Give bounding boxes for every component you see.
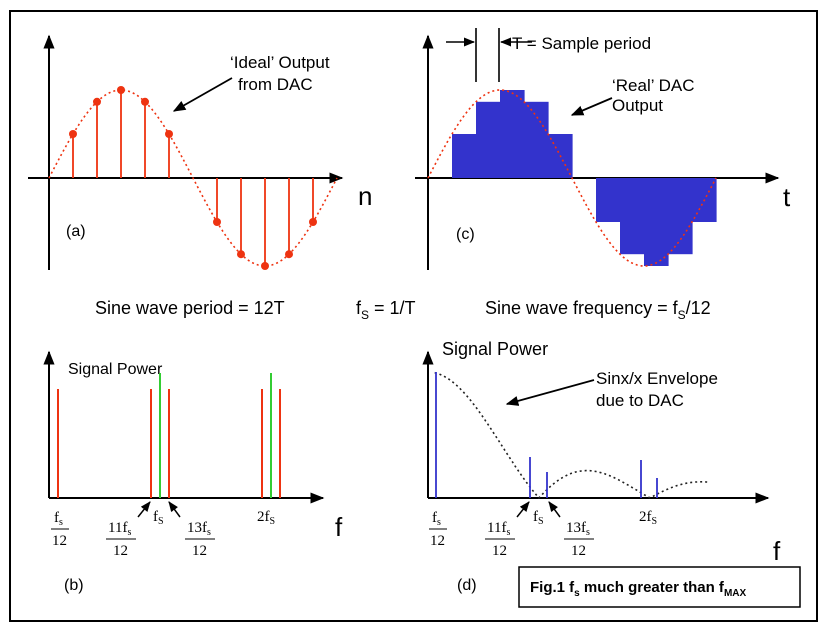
- panel-a-label: (a): [66, 223, 86, 240]
- sample-dot: [237, 250, 245, 259]
- period-label: T = Sample period: [512, 34, 651, 53]
- svg-text:13fs: 13fs: [187, 520, 211, 538]
- ideal-callout-line1: ‘Ideal’ Output: [230, 53, 330, 72]
- sample-dot: [309, 218, 317, 226]
- d-label-11fs12: 11fs 12: [485, 520, 515, 559]
- freq-formula: Sine wave frequency = fS/12: [485, 298, 711, 322]
- panel-c: t (c) T = Sample period ‘Real’ DAC Outpu…: [415, 28, 791, 270]
- middle-formula-line: Sine wave period = 12T fS = 1/T Sine wav…: [95, 298, 711, 322]
- panel-b-label: (b): [64, 577, 84, 594]
- d-label-2fs: 2fS: [639, 509, 657, 527]
- svg-text:11fs: 11fs: [108, 520, 131, 538]
- caption-box: [518, 566, 801, 608]
- caption-text: Fig.1 fs much greater than fMAX: [530, 579, 746, 599]
- dac-step: [452, 134, 477, 178]
- real-sine-reference: [427, 89, 717, 267]
- dac-step: [500, 90, 525, 178]
- d-label-13fs12: 13fs 12: [564, 520, 594, 559]
- sample-dot: [261, 262, 269, 270]
- svg-text:12: 12: [571, 543, 586, 559]
- svg-text:12: 12: [430, 533, 445, 549]
- envelope-callout-line2: due to DAC: [596, 391, 684, 410]
- b-arrow-13fs: [168, 501, 181, 518]
- b-label-2fs: 2fS: [257, 509, 275, 527]
- figure-caption: Fig.1 fs much greater than fMAX: [518, 566, 801, 608]
- real-callout-line1: ‘Real’ DAC: [612, 76, 695, 95]
- panel-a-axis-label: n: [358, 181, 372, 211]
- panel-d-title: Signal Power: [442, 339, 548, 359]
- svg-text:fs: fs: [54, 510, 63, 528]
- dac-step: [524, 101, 549, 178]
- dac-step: [668, 178, 693, 255]
- panel-c-axis-label: t: [783, 182, 791, 212]
- b-label-11fs12: 11fs 12: [106, 520, 136, 559]
- d-label-fs12: fs 12: [429, 510, 447, 549]
- b-label-13fs12: 13fs 12: [185, 520, 215, 559]
- panel-b: Signal Power f (b) fs 12 11fs 12 fS 13fs…: [43, 350, 343, 594]
- dac-step: [476, 101, 501, 178]
- envelope-callout-arrow: [505, 379, 595, 406]
- ideal-callout-arrow: [172, 77, 233, 112]
- real-dac-staircase: [452, 90, 717, 266]
- fs-formula: fS = 1/T: [356, 298, 416, 322]
- panel-a: n (a) ‘Ideal’ Output from DAC: [28, 34, 372, 270]
- panel-d: Signal Power f (d) Sinx/x Envelope due t…: [422, 339, 781, 594]
- svg-text:12: 12: [492, 543, 507, 559]
- panel-d-axis-label: f: [773, 536, 781, 566]
- sample-dot: [141, 97, 149, 106]
- b-label-fs12: fs 12: [51, 510, 69, 549]
- real-callout-arrow: [570, 97, 613, 116]
- panel-d-label: (d): [457, 577, 477, 594]
- svg-text:12: 12: [52, 533, 67, 549]
- dac-step: [596, 178, 621, 222]
- panel-c-label: (c): [456, 226, 475, 243]
- b-arrow-11fs: [137, 501, 151, 518]
- d-arrow-11fs: [516, 501, 530, 518]
- sample-dot: [69, 130, 77, 138]
- d-arrow-13fs: [548, 501, 561, 518]
- b-label-fs: fS: [153, 509, 164, 527]
- ideal-sample-stems: [69, 86, 317, 270]
- sample-dot: [213, 218, 221, 226]
- ideal-callout-line2: from DAC: [238, 75, 313, 94]
- sample-dot: [93, 97, 101, 106]
- svg-text:12: 12: [192, 543, 207, 559]
- panel-b-axis-label: f: [335, 512, 343, 542]
- real-callout-line2: Output: [612, 96, 663, 115]
- sample-dot: [165, 130, 173, 138]
- svg-text:13fs: 13fs: [566, 520, 590, 538]
- period-formula: Sine wave period = 12T: [95, 298, 285, 318]
- svg-text:12: 12: [113, 543, 128, 559]
- svg-text:11fs: 11fs: [487, 520, 510, 538]
- dac-step: [620, 178, 645, 255]
- d-label-fs: fS: [533, 509, 544, 527]
- outer-frame: [9, 10, 818, 622]
- panel-b-title: Signal Power: [68, 361, 163, 378]
- dac-step: [644, 178, 669, 266]
- sinx-x-envelope: [434, 371, 708, 500]
- sample-dot: [117, 86, 125, 94]
- sample-dot: [285, 250, 293, 259]
- svg-text:fs: fs: [432, 510, 441, 528]
- envelope-callout-line1: Sinx/x Envelope: [596, 369, 718, 388]
